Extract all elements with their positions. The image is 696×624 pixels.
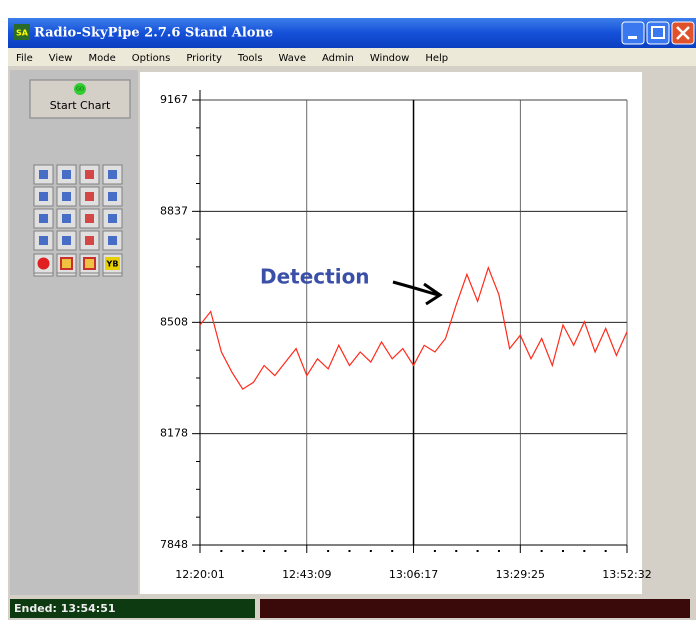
y-tick-label: 8178 <box>160 427 188 440</box>
maximize-button[interactable] <box>646 21 670 45</box>
tool-glyph <box>39 170 48 179</box>
menu-item[interactable]: Admin <box>322 53 354 64</box>
tool-glyph <box>39 192 48 201</box>
go-icon-text: GO <box>76 87 84 93</box>
x-tick-label: 13:52:32 <box>602 568 651 581</box>
tool-glyph <box>85 214 94 223</box>
x-minor-tick <box>476 550 479 552</box>
x-minor-tick <box>455 550 458 552</box>
tool-glyph <box>85 236 94 245</box>
tool-glyph <box>108 236 117 245</box>
tool-glyph <box>62 236 71 245</box>
tool-glyph <box>85 192 94 201</box>
y-tick-label: 8508 <box>160 315 188 328</box>
app-icon <box>14 24 30 40</box>
data-line <box>199 265 628 390</box>
app-icon-text: SA <box>16 29 29 38</box>
y-tick-label: 7848 <box>160 538 188 551</box>
minimize-glyph <box>628 36 637 39</box>
menu-item[interactable]: Window <box>370 53 409 64</box>
minimize-button[interactable] <box>621 21 645 45</box>
tool-glyph <box>60 257 73 270</box>
x-minor-tick <box>433 550 436 552</box>
menu-item[interactable]: Help <box>425 53 448 64</box>
x-minor-tick <box>327 550 330 552</box>
chart-area <box>140 72 642 594</box>
menu-item[interactable]: View <box>49 53 73 64</box>
status-ended: Ended: 13:54:51 <box>14 602 116 615</box>
x-minor-tick <box>583 550 586 552</box>
start-chart-label: Start Chart <box>50 99 111 112</box>
x-minor-tick <box>241 550 244 552</box>
tool-glyph <box>39 236 48 245</box>
x-minor-tick <box>391 550 394 552</box>
x-tick-label: 13:29:25 <box>496 568 545 581</box>
close-glyph <box>676 26 690 40</box>
menu-item[interactable]: File <box>16 53 33 64</box>
x-minor-tick <box>220 550 223 552</box>
x-tick-label: 12:20:01 <box>175 568 224 581</box>
tool-glyph <box>83 257 96 270</box>
tool-glyph <box>62 192 71 201</box>
tool-glyph <box>62 214 71 223</box>
go-icon <box>74 83 86 95</box>
menu-item[interactable]: Priority <box>186 53 222 64</box>
tool-glyph <box>85 170 94 179</box>
x-minor-tick <box>497 550 500 552</box>
maximize-glyph <box>651 26 665 39</box>
menu-item[interactable]: Options <box>132 53 171 64</box>
annotation: Detection <box>260 265 370 289</box>
tool-glyph <box>108 170 117 179</box>
status-bar-progress <box>260 599 690 618</box>
start-chart-button[interactable] <box>29 79 131 119</box>
y-tick-label: 9167 <box>160 93 188 106</box>
x-minor-tick <box>369 550 372 552</box>
tool-panel <box>10 70 138 595</box>
window-title: Radio-SkyPipe 2.7.6 Stand Alone <box>34 26 273 41</box>
tool-glyph <box>37 257 50 270</box>
tool-glyph <box>62 170 71 179</box>
x-tick-label: 12:43:09 <box>282 568 331 581</box>
y-tick-label: 8837 <box>160 204 188 217</box>
x-minor-tick <box>561 550 564 552</box>
annotation-arrow <box>392 280 443 306</box>
menu-item[interactable]: Mode <box>88 53 115 64</box>
x-minor-tick <box>284 550 287 552</box>
x-minor-tick <box>348 550 351 552</box>
title-bar <box>8 18 696 48</box>
menu-bar <box>8 48 696 66</box>
menu-item[interactable]: Tools <box>237 53 263 64</box>
tool-glyph <box>108 192 117 201</box>
tool-glyph <box>39 214 48 223</box>
x-minor-tick <box>263 550 266 552</box>
x-tick-label: 13:06:17 <box>389 568 438 581</box>
tool-glyph <box>105 257 120 270</box>
x-minor-tick <box>540 550 543 552</box>
status-ended-box <box>10 599 255 618</box>
menu-item[interactable]: Wave <box>279 53 306 64</box>
tool-glyph-text: YB <box>106 260 119 269</box>
tool-glyph <box>108 214 117 223</box>
x-minor-tick <box>604 550 607 552</box>
